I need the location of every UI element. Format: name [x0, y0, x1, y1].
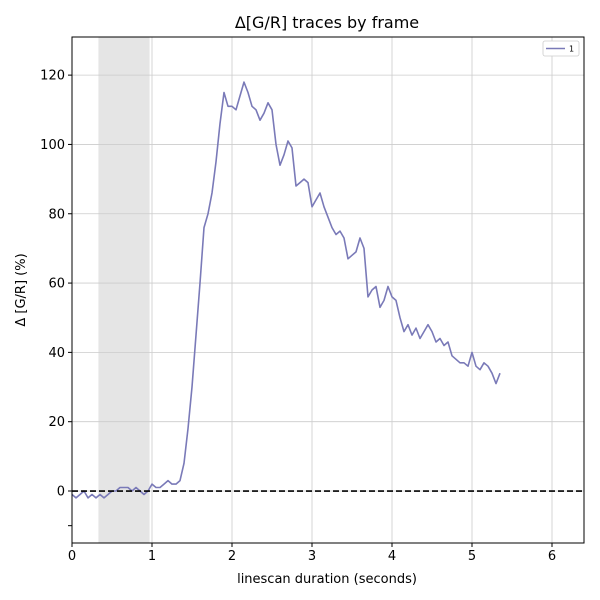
- x-axis-label: linescan duration (seconds): [237, 572, 417, 587]
- x-tick-label: 5: [468, 549, 476, 564]
- x-tick-label: 0: [68, 549, 76, 564]
- legend-label: 1: [569, 45, 574, 54]
- y-tick-label: 120: [40, 69, 65, 84]
- y-axis-label: Δ [G/R] (%): [14, 253, 29, 326]
- y-tick-label: 60: [48, 277, 65, 292]
- axes-frame: [71, 36, 585, 544]
- y-tick-label: 40: [48, 346, 65, 361]
- x-tick-label: 3: [308, 549, 316, 564]
- shaded-region: [98, 37, 150, 543]
- x-tick-label: 2: [228, 549, 236, 564]
- x-tick-label: 4: [388, 549, 396, 564]
- y-tick-label: 20: [48, 415, 65, 430]
- y-tick-label: 0: [57, 485, 65, 500]
- legend: 1: [542, 40, 580, 57]
- x-tick-label: 6: [548, 549, 556, 564]
- y-tick-label: 100: [40, 138, 65, 153]
- x-tick-label: 1: [148, 549, 156, 564]
- series-line-1: [72, 81, 501, 499]
- chart-title: Δ[G/R] traces by frame: [235, 13, 419, 32]
- y-tick-label: 80: [48, 207, 65, 222]
